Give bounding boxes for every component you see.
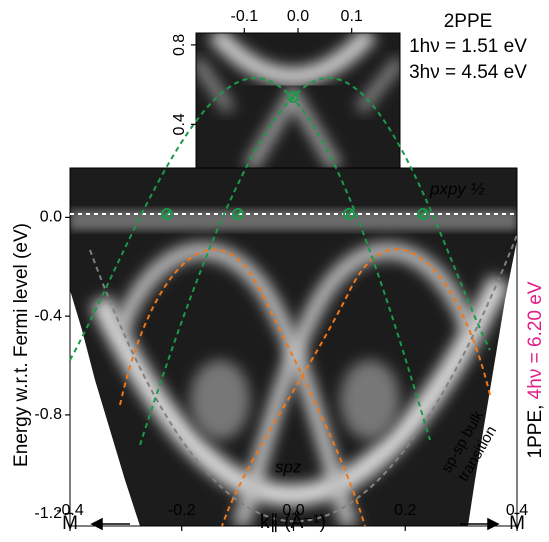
x-end-label: M̄ (62, 513, 78, 534)
main-image (70, 168, 517, 526)
legend-title: 2PPE (444, 11, 493, 32)
y-tick-label: -1.2 (34, 505, 62, 522)
inset-x-tick-label: 0.1 (341, 8, 363, 25)
inset-x-tick-label: -0.1 (231, 8, 259, 25)
direction-arrows (90, 517, 500, 531)
inset-image (196, 33, 400, 168)
legend-entry: 3hν = 4.54 eV (409, 62, 527, 83)
y-tick-label: 0.0 (40, 209, 62, 226)
x-tick-label: 0.0 (282, 502, 304, 519)
inset-y-tick-label: 0.8 (171, 34, 188, 56)
y-axis-label: Energy w.r.t. Fermi level (eV) (11, 223, 32, 467)
inset-x-tick-label: 0.0 (287, 8, 309, 25)
x-tick-label: 0.4 (506, 502, 528, 519)
inset-y-tick-label: 0.4 (171, 113, 188, 135)
side-label-prefix: 1PPE, (525, 405, 546, 459)
crossing-markers (161, 91, 429, 220)
x-tick-label: -0.2 (168, 502, 196, 519)
dispersion-curves (69, 76, 517, 527)
annotation: pxpy ½ (429, 179, 485, 198)
x-tick-label: 0.2 (394, 502, 416, 519)
x-axis-label: k∥ (Å⁻¹) (260, 512, 326, 533)
legend-entry: 1hν = 1.51 eV (409, 36, 527, 57)
annotation: spz (275, 457, 302, 476)
x-end-label: M̄ (509, 513, 525, 534)
x-tick-label: -0.4 (56, 502, 84, 519)
side-label-energy: 4hν = 6.20 eV (525, 281, 546, 399)
y-tick-label: -0.4 (34, 307, 62, 324)
side-label: 1PPE, 4hν = 6.20 eV (525, 281, 546, 458)
y-tick-label: -0.8 (34, 406, 62, 423)
